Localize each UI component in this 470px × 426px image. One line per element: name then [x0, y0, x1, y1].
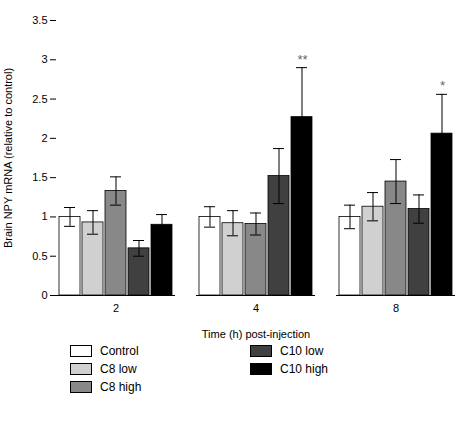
- svg-text:3: 3: [41, 53, 47, 65]
- svg-text:2: 2: [41, 132, 47, 144]
- svg-text:2.5: 2.5: [32, 93, 47, 105]
- svg-text:**: **: [297, 52, 308, 67]
- svg-text:0: 0: [41, 289, 47, 301]
- svg-text:3.5: 3.5: [32, 14, 47, 26]
- html-text:C8 low: C8 low: [100, 362, 137, 376]
- svg-text:2: 2: [113, 302, 119, 314]
- svg-text:0.5: 0.5: [32, 250, 47, 262]
- svg-text:Brain NPY mRNA (relative to co: Brain NPY mRNA (relative to control): [2, 68, 14, 248]
- html-text:Control: Control: [100, 344, 139, 358]
- svg-text:8: 8: [393, 302, 399, 314]
- html-text:C8 high: C8 high: [100, 380, 142, 394]
- svg-text:4: 4: [253, 302, 259, 314]
- svg-text:1: 1: [41, 210, 47, 222]
- svg-text:*: *: [439, 78, 445, 93]
- svg-text:Time (h) post-injection: Time (h) post-injection: [202, 328, 310, 340]
- html-text:C10 low: C10 low: [280, 344, 324, 358]
- svg-text:1.5: 1.5: [32, 171, 47, 183]
- html-text:C10 high: C10 high: [280, 362, 328, 376]
